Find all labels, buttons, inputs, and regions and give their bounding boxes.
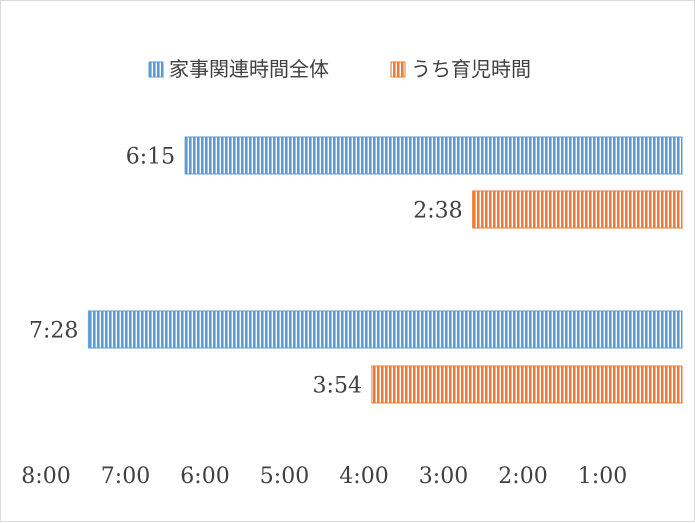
bar-series-1-group-1 bbox=[371, 365, 683, 404]
bar-series-0-group-1 bbox=[87, 310, 683, 349]
legend-label-0: 家事関連時間全体 bbox=[169, 57, 329, 81]
legend-swatch-1 bbox=[390, 61, 406, 78]
bar-series-1-group-0 bbox=[472, 190, 683, 229]
data-labels: 6:15 7:28 2:38 3:54 bbox=[29, 145, 463, 399]
x-tick-label: 7:00 bbox=[101, 464, 150, 489]
x-axis-ticks: 8:00 7:00 6:00 5:00 4:00 3:00 2:00 1:00 bbox=[21, 464, 627, 489]
x-tick-label: 5:00 bbox=[260, 464, 309, 489]
data-label-series-0-group-0: 6:15 bbox=[126, 145, 175, 170]
data-label-series-1-group-1: 3:54 bbox=[313, 374, 362, 399]
x-tick-label: 4:00 bbox=[339, 464, 388, 489]
bar-series-0-group-0 bbox=[184, 136, 683, 175]
x-tick-label: 3:00 bbox=[419, 464, 468, 489]
data-label-series-1-group-0: 2:38 bbox=[413, 199, 462, 224]
legend-swatch-0 bbox=[148, 61, 164, 78]
legend: 家事関連時間全体 うち育児時間 bbox=[148, 57, 531, 81]
x-tick-label: 6:00 bbox=[180, 464, 229, 489]
data-label-series-0-group-1: 7:28 bbox=[29, 319, 78, 344]
x-tick-label: 8:00 bbox=[21, 464, 70, 489]
x-tick-label: 2:00 bbox=[498, 464, 547, 489]
x-tick-label: 1:00 bbox=[578, 464, 627, 489]
legend-label-1: うち育児時間 bbox=[411, 57, 531, 81]
bars bbox=[87, 136, 683, 404]
